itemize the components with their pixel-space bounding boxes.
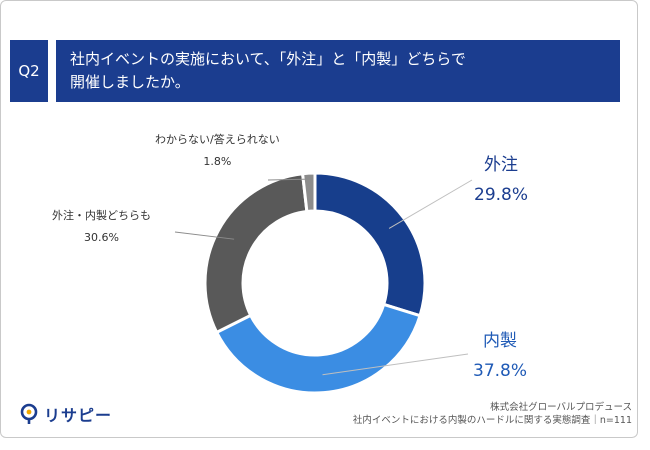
brand-logo-text: リサピー [44,406,113,425]
brand-logo: リサピー [20,402,112,426]
source-note: 株式会社グローバルプロデュース 社内イベントにおける内製のハードルに関する実態調… [353,401,632,427]
leader-both [174,231,235,240]
label-outsource-name: 外注 [484,155,518,175]
label-both-name: 外注・内製どちらも [52,209,151,222]
label-inhouse-value: 37.8% [473,361,528,381]
leader-inhouse [322,353,469,376]
question-number: Q2 [10,40,48,102]
label-both: 外注・内製どちらも 30.6% [52,205,151,249]
slice-both [203,172,309,335]
question-title-line-2: 開催しましたか。 [70,73,190,91]
label-inhouse: 内製 37.8% [473,326,527,386]
leader-outsource [388,179,473,229]
leader-dontknow [267,178,310,181]
slice-outsource [313,171,427,318]
label-outsource: 外注 29.8% [474,150,528,210]
slice-dontknow [300,171,317,214]
label-outsource-value: 29.8% [474,185,529,205]
label-both-value: 30.6% [84,231,119,244]
magnifier-icon [20,403,38,424]
question-title-line-1: 社内イベントの実施において、「外注」と「内製」どちらで [70,50,466,68]
question-number-text: Q2 [18,62,40,80]
slice-inhouse [214,302,422,395]
source-survey: 社内イベントにおける内製のハードルに関する実態調査｜n=111 [352,415,632,426]
label-dontknow-name: わからない/答えられない [155,133,280,146]
source-company: 株式会社グローバルプロデュース [490,402,632,413]
label-dontknow-value: 1.8% [203,155,232,168]
label-dontknow: わからない/答えられない 1.8% [155,129,280,173]
label-inhouse-name: 内製 [483,331,517,351]
question-title: 社内イベントの実施において、「外注」と「内製」どちらで 開催しましたか。 [56,40,620,102]
